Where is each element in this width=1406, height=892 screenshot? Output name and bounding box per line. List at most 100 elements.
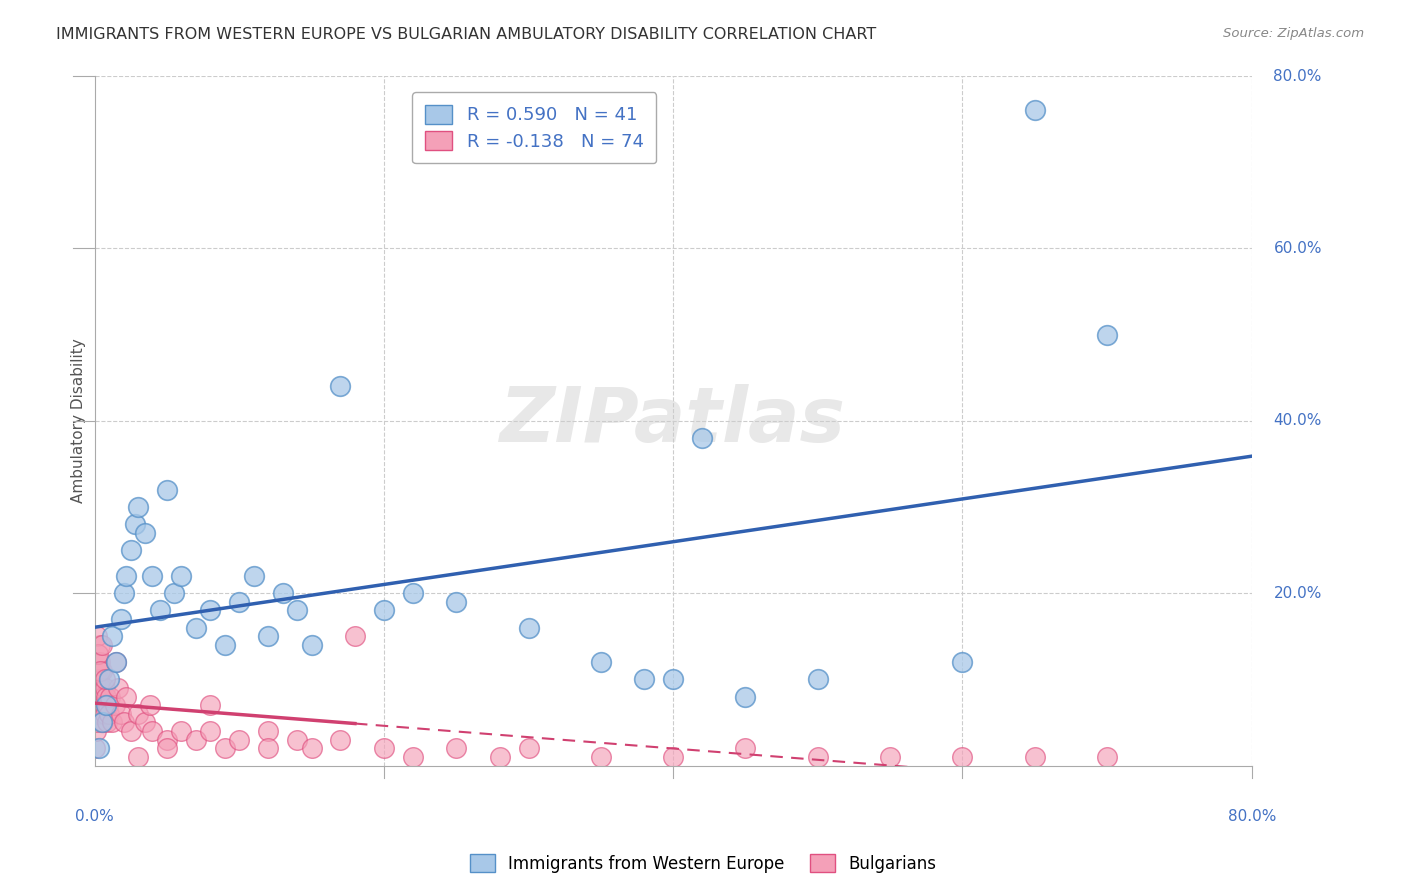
Point — [271, 586, 294, 600]
Point — [589, 655, 612, 669]
Point — [86, 629, 108, 643]
Point — [228, 732, 250, 747]
Text: 60.0%: 60.0% — [1274, 241, 1322, 256]
Point — [952, 750, 974, 764]
Point — [633, 673, 655, 687]
Point — [402, 586, 425, 600]
Point — [807, 673, 830, 687]
Point — [156, 483, 179, 497]
Point — [1095, 750, 1118, 764]
Point — [86, 673, 108, 687]
Point — [90, 715, 112, 730]
Point — [444, 595, 467, 609]
Point — [96, 715, 118, 730]
Point — [734, 690, 756, 704]
Point — [112, 586, 135, 600]
Point — [807, 750, 830, 764]
Point — [134, 525, 156, 540]
Text: ZIPatlas: ZIPatlas — [501, 384, 846, 458]
Point — [86, 715, 108, 730]
Point — [170, 724, 193, 739]
Point — [90, 706, 112, 721]
Point — [98, 706, 121, 721]
Point — [104, 698, 127, 713]
Point — [200, 724, 222, 739]
Point — [170, 569, 193, 583]
Point — [214, 638, 236, 652]
Point — [89, 690, 111, 704]
Legend: R = 0.590   N = 41, R = -0.138   N = 74: R = 0.590 N = 41, R = -0.138 N = 74 — [412, 92, 657, 163]
Point — [84, 690, 107, 704]
Point — [101, 629, 124, 643]
Point — [84, 741, 107, 756]
Point — [141, 724, 163, 739]
Text: 20.0%: 20.0% — [1274, 586, 1322, 600]
Point — [690, 431, 713, 445]
Point — [879, 750, 901, 764]
Point — [329, 732, 352, 747]
Point — [285, 732, 308, 747]
Point — [91, 690, 114, 704]
Point — [127, 500, 149, 514]
Point — [184, 732, 207, 747]
Point — [242, 569, 264, 583]
Point — [343, 629, 366, 643]
Point — [228, 595, 250, 609]
Point — [200, 698, 222, 713]
Point — [87, 681, 110, 695]
Point — [1095, 327, 1118, 342]
Point — [89, 664, 111, 678]
Point — [488, 750, 510, 764]
Point — [115, 569, 138, 583]
Point — [89, 655, 111, 669]
Point — [662, 750, 685, 764]
Point — [84, 706, 107, 721]
Point — [138, 698, 160, 713]
Point — [84, 724, 107, 739]
Point — [156, 732, 179, 747]
Legend: Immigrants from Western Europe, Bulgarians: Immigrants from Western Europe, Bulgaria… — [464, 847, 942, 880]
Y-axis label: Ambulatory Disability: Ambulatory Disability — [72, 338, 86, 503]
Point — [105, 655, 128, 669]
Point — [134, 715, 156, 730]
Point — [200, 603, 222, 617]
Point — [110, 612, 132, 626]
Point — [100, 690, 122, 704]
Point — [89, 638, 111, 652]
Point — [301, 741, 323, 756]
Point — [87, 706, 110, 721]
Point — [89, 673, 111, 687]
Point — [329, 379, 352, 393]
Text: Source: ZipAtlas.com: Source: ZipAtlas.com — [1223, 27, 1364, 40]
Point — [156, 741, 179, 756]
Point — [402, 750, 425, 764]
Point — [90, 698, 112, 713]
Point — [149, 603, 172, 617]
Point — [444, 741, 467, 756]
Point — [107, 681, 129, 695]
Text: 80.0%: 80.0% — [1227, 809, 1277, 823]
Point — [662, 673, 685, 687]
Point — [94, 706, 117, 721]
Point — [141, 569, 163, 583]
Point — [517, 741, 540, 756]
Point — [285, 603, 308, 617]
Point — [517, 621, 540, 635]
Point — [87, 690, 110, 704]
Point — [87, 741, 110, 756]
Point — [163, 586, 186, 600]
Point — [127, 750, 149, 764]
Point — [90, 681, 112, 695]
Point — [90, 638, 112, 652]
Point — [1024, 750, 1046, 764]
Point — [257, 741, 280, 756]
Text: 0.0%: 0.0% — [75, 809, 114, 823]
Point — [94, 690, 117, 704]
Point — [98, 673, 121, 687]
Point — [101, 715, 124, 730]
Point — [1024, 103, 1046, 118]
Point — [952, 655, 974, 669]
Point — [94, 698, 117, 713]
Point — [301, 638, 323, 652]
Point — [87, 647, 110, 661]
